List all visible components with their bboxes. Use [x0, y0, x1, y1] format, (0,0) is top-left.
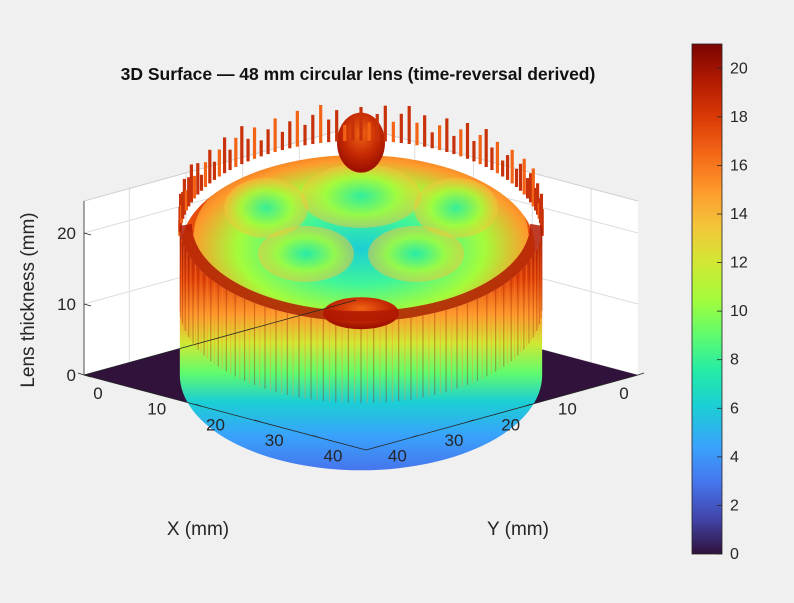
y-tick: [195, 403, 202, 407]
axis-line: [83, 299, 357, 376]
colorbar-gradient: [691, 43, 723, 555]
y-tick: [77, 372, 85, 376]
y-tick-label: 10: [147, 400, 166, 419]
y-tick-label: 40: [324, 447, 343, 466]
y-tick: [312, 435, 320, 438]
x-tick: [637, 372, 645, 376]
colorbar-tick-label: 2: [730, 497, 739, 514]
colorbar-tick-label: 6: [730, 400, 739, 417]
x-tick-label: 40: [388, 447, 407, 466]
interior-lobe: [258, 225, 354, 282]
chart-title: 3D Surface — 48 mm circular lens (time-r…: [121, 64, 596, 84]
colorbar-tick-label: 4: [730, 449, 739, 466]
x-tick: [411, 435, 418, 438]
interior-lobe: [414, 177, 498, 238]
far-bump: [337, 112, 385, 173]
axis-ticks: 0 10 20 30 40 0 10 20 30 40 0 10 20: [57, 201, 645, 466]
x-tick-label: 20: [501, 415, 520, 434]
colorbar-tick-label: 18: [730, 109, 748, 126]
z-axis-label: Lens thickness (mm): [18, 212, 39, 387]
y-tick: [254, 419, 261, 423]
colorbar-tick-label: 12: [730, 255, 748, 272]
y-tick: [136, 388, 143, 392]
colorbar-tick-label: 14: [730, 206, 748, 223]
z-tick-label: 20: [57, 224, 76, 243]
z-tick: [83, 303, 92, 307]
colorbar-tick-label: 16: [730, 157, 748, 174]
z-tick-label: 0: [67, 366, 76, 385]
rim-spikes: [178, 104, 544, 236]
y-axis-label: Y (mm): [487, 519, 549, 540]
z-tick-label: 10: [57, 295, 76, 314]
colorbar-tick-label: 20: [730, 60, 748, 77]
colorbar: 0 2 4 6 8 10 12 14 16 18 20: [691, 43, 748, 563]
y-tick-label: 20: [206, 415, 225, 434]
z-tick: [83, 374, 92, 378]
x-tick-label: 0: [619, 384, 628, 403]
colorbar-tick-label: 10: [730, 303, 748, 320]
colorbar-tick-label: 8: [730, 352, 739, 369]
x-tick: [467, 419, 475, 423]
x-axis-label: X (mm): [167, 519, 229, 540]
y-tick-label: 0: [93, 384, 102, 403]
z-tick: [83, 232, 92, 236]
outer-wall: [179, 225, 543, 471]
interior-lobe: [224, 177, 308, 238]
y-tick-label: 30: [265, 431, 284, 450]
x-tick-label: 30: [445, 431, 464, 450]
interior-lobe: [301, 163, 421, 228]
x-tick-label: 10: [558, 400, 577, 419]
wall-striations: [179, 229, 543, 404]
interior-lobe: [368, 225, 464, 282]
colorbar-tick-label: 0: [730, 546, 739, 563]
x-tick: [524, 403, 531, 407]
x-tick: [581, 388, 588, 392]
